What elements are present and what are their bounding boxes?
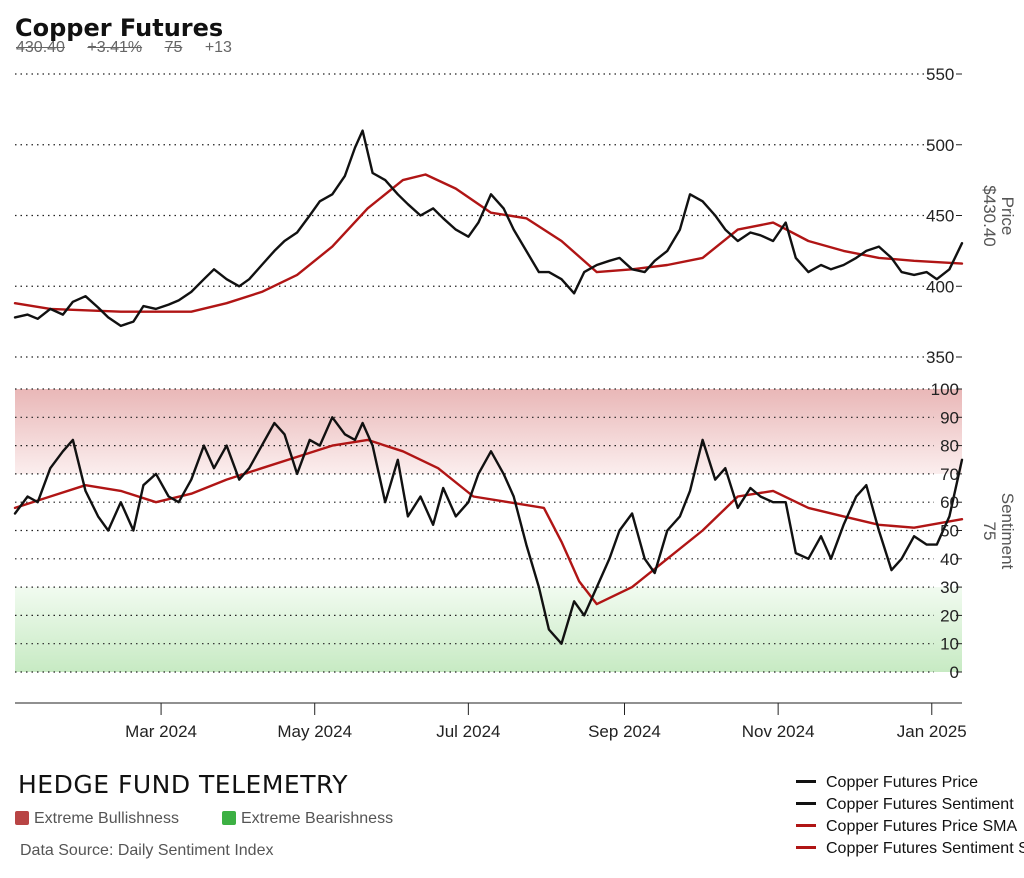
zone-legend-bearish: Extreme Bearishness bbox=[222, 810, 393, 828]
bullish-swatch-icon bbox=[15, 811, 29, 825]
sentiment-sma-line bbox=[13, 438, 964, 606]
price-tick-label: 400 bbox=[926, 277, 954, 296]
legend-label: Copper Futures Price bbox=[826, 774, 979, 791]
sentiment-tick-label: 30 bbox=[940, 578, 959, 597]
price-axis-value: $430.40 bbox=[980, 185, 999, 246]
legend-item-sentiment-sma: Copper Futures Sentiment SMA bbox=[796, 838, 1024, 860]
price-tick-label: 550 bbox=[926, 65, 954, 84]
price-line bbox=[13, 129, 964, 328]
bearish-swatch-icon bbox=[222, 811, 236, 825]
bullish-label: Extreme Bullishness bbox=[34, 810, 179, 827]
sentiment-tick-label: 90 bbox=[940, 408, 959, 427]
legend-item-sentiment: Copper Futures Sentiment bbox=[796, 794, 1024, 816]
x-tick-label: Sep 2024 bbox=[588, 722, 661, 741]
sentiment-tick-label: 60 bbox=[940, 493, 959, 512]
sentiment-axis-title: Sentiment bbox=[998, 493, 1017, 570]
price-change-percent: +3.41% bbox=[87, 39, 143, 56]
price-tick-label: 500 bbox=[926, 136, 954, 155]
sentiment-tick-label: 20 bbox=[940, 606, 959, 625]
sentiment-tick-label: 70 bbox=[940, 465, 959, 484]
sentiment-tick-label: 40 bbox=[940, 550, 959, 569]
legend-item-price: Copper Futures Price bbox=[796, 772, 1024, 794]
sentiment-change: +13 bbox=[204, 39, 232, 56]
extreme-bullishness-zone bbox=[15, 389, 962, 474]
sentiment-tick-label: 100 bbox=[931, 380, 959, 399]
sentiment-axis-value: 75 bbox=[980, 522, 999, 541]
x-tick-label: May 2024 bbox=[277, 722, 352, 741]
sentiment-tick-label: 0 bbox=[950, 663, 959, 682]
x-tick-label: Jan 2025 bbox=[897, 722, 967, 741]
chart-title: Copper Futures bbox=[15, 14, 224, 42]
zone-legend-bullish: Extreme Bullishness bbox=[15, 810, 179, 828]
line-swatch-icon bbox=[796, 802, 816, 805]
line-swatch-icon bbox=[796, 846, 816, 849]
price-sma-line bbox=[13, 173, 964, 313]
line-swatch-icon bbox=[796, 824, 816, 827]
current-price: 430.40 bbox=[16, 39, 65, 56]
x-tick-label: Jul 2024 bbox=[436, 722, 500, 741]
sentiment-tick-label: 80 bbox=[940, 437, 959, 456]
legend-label: Copper Futures Sentiment bbox=[826, 796, 1014, 813]
legend-label: Copper Futures Sentiment SMA bbox=[826, 840, 1024, 857]
legend-label: Copper Futures Price SMA bbox=[826, 818, 1018, 835]
price-axis-title: Price bbox=[998, 197, 1017, 236]
extreme-bearishness-zone bbox=[15, 587, 962, 672]
brand-title: HEDGE FUND TELEMETRY bbox=[18, 770, 349, 799]
line-swatch-icon bbox=[796, 780, 816, 783]
price-tick-label: 450 bbox=[926, 207, 954, 226]
legend-item-price-sma: Copper Futures Price SMA bbox=[796, 816, 1024, 838]
data-source: Data Source: Daily Sentiment Index bbox=[20, 842, 274, 859]
x-tick-label: Mar 2024 bbox=[125, 722, 197, 741]
x-tick-label: Nov 2024 bbox=[742, 722, 815, 741]
sentiment-line bbox=[13, 416, 964, 645]
sentiment-tick-label: 50 bbox=[940, 522, 959, 541]
sentiment-tick-label: 10 bbox=[940, 635, 959, 654]
series-legend: Copper Futures Price Copper Futures Sent… bbox=[796, 772, 1024, 860]
bearish-label: Extreme Bearishness bbox=[241, 810, 394, 827]
price-tick-label: 350 bbox=[926, 348, 954, 367]
sentiment-value: 75 bbox=[164, 39, 183, 56]
header-stats: 430.40 +3.41% 75 +13 bbox=[16, 39, 250, 57]
